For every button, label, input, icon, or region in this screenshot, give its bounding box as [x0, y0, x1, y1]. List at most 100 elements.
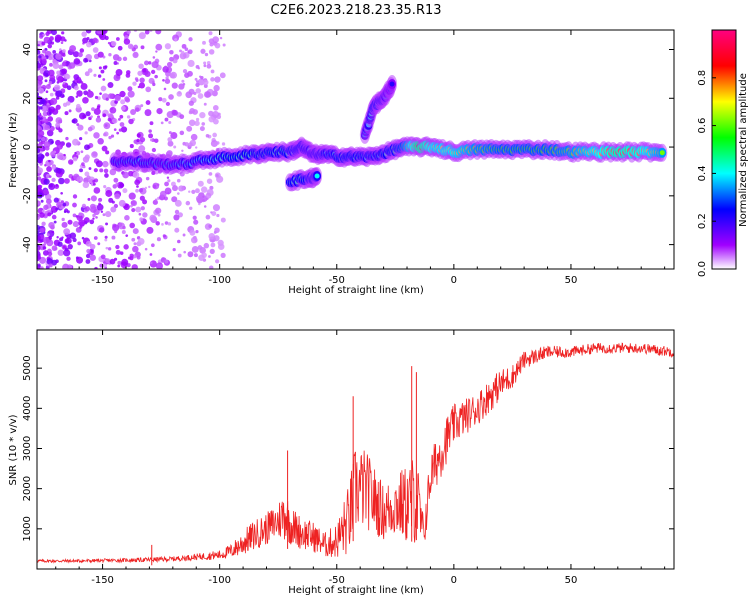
- noise-speckle: [190, 236, 198, 244]
- noise-speckle: [146, 226, 154, 234]
- noise-speckle: [148, 133, 154, 139]
- noise-speckle: [78, 112, 86, 120]
- noise-speckle: [60, 191, 63, 195]
- noise-speckle: [177, 239, 181, 244]
- noise-speckle: [195, 230, 199, 234]
- noise-speckle: [122, 56, 128, 62]
- noise-speckle: [152, 199, 158, 205]
- noise-speckle: [67, 243, 73, 250]
- noise-speckle: [212, 118, 219, 125]
- noise-speckle: [45, 152, 50, 157]
- noise-speckle: [189, 206, 193, 211]
- noise-speckle: [47, 116, 54, 122]
- noise-speckle: [39, 212, 45, 218]
- noise-speckle: [39, 162, 43, 166]
- noise-speckle: [41, 58, 47, 65]
- noise-speckle: [212, 104, 219, 111]
- noise-speckle: [37, 147, 41, 154]
- noise-speckle: [48, 56, 53, 61]
- noise-speckle: [212, 204, 221, 212]
- colorbar-axis: 0.0 0.2 0.4 0.6 0.8: [697, 70, 716, 277]
- noise-speckle: [104, 123, 108, 127]
- noise-speckle: [50, 205, 58, 213]
- noise-speckle: [109, 106, 117, 114]
- noise-speckle: [76, 176, 84, 183]
- noise-speckle: [212, 132, 218, 138]
- noise-speckle: [171, 196, 178, 203]
- noise-speckle: [48, 221, 55, 229]
- heatmap-content: [37, 30, 668, 269]
- noise-speckle: [37, 44, 40, 47]
- noise-speckle: [60, 200, 65, 204]
- noise-speckle: [166, 61, 173, 68]
- noise-speckle: [117, 264, 121, 268]
- noise-speckle: [112, 224, 120, 232]
- noise-speckle: [80, 81, 84, 84]
- noise-speckle: [169, 50, 174, 55]
- noise-speckle: [86, 175, 91, 180]
- colorbar-tick-label: 0.2: [697, 213, 708, 229]
- snr-line-content: [37, 342, 674, 566]
- noise-speckle: [195, 82, 200, 88]
- noise-speckle: [37, 107, 41, 114]
- colorbar-gradient: [711, 29, 737, 270]
- noise-speckle: [55, 96, 60, 100]
- noise-speckle: [155, 43, 163, 51]
- noise-speckle: [72, 118, 78, 124]
- noise-speckle: [64, 178, 70, 184]
- noise-speckle: [120, 105, 126, 111]
- noise-speckle: [151, 69, 156, 74]
- noise-speckle: [84, 206, 91, 212]
- noise-speckle: [89, 219, 95, 225]
- noise-speckle: [127, 90, 135, 98]
- noise-speckle: [113, 60, 118, 65]
- noise-speckle: [173, 145, 177, 149]
- noise-speckle: [41, 105, 49, 113]
- noise-speckle: [216, 141, 220, 145]
- noise-speckle: [187, 70, 193, 77]
- noise-speckle: [98, 227, 105, 233]
- noise-speckle: [138, 145, 146, 153]
- noise-speckle: [86, 90, 94, 98]
- noise-speckle: [85, 30, 92, 34]
- noise-speckle: [164, 78, 171, 84]
- noise-speckle: [100, 69, 105, 74]
- noise-speckle: [154, 74, 158, 79]
- noise-speckle: [185, 91, 193, 99]
- noise-speckle: [60, 41, 64, 45]
- noise-speckle: [188, 190, 191, 193]
- noise-speckle: [37, 176, 42, 181]
- noise-speckle: [161, 257, 165, 261]
- heatmap-y-label: Frequency (Hz): [8, 112, 19, 188]
- noise-speckle: [208, 172, 213, 176]
- snr-x-tick-label: -50: [329, 575, 345, 586]
- noise-speckle: [203, 61, 207, 65]
- noise-speckle: [62, 81, 66, 85]
- noise-speckle: [102, 160, 109, 168]
- noise-speckle: [66, 210, 70, 214]
- heatmap-x-tick-label: -100: [208, 275, 231, 286]
- noise-speckle: [119, 114, 124, 119]
- noise-speckle: [140, 206, 145, 211]
- noise-speckle: [51, 245, 58, 251]
- noise-speckle: [66, 256, 71, 261]
- noise-speckle: [51, 230, 55, 234]
- noise-speckle: [115, 249, 121, 255]
- noise-speckle: [124, 215, 130, 221]
- noise-speckle: [137, 70, 143, 76]
- noise-speckle: [72, 202, 77, 208]
- noise-speckle: [90, 115, 93, 119]
- noise-speckle: [42, 49, 47, 54]
- noise-speckle: [174, 227, 180, 233]
- noise-speckle: [72, 221, 79, 228]
- noise-speckle: [216, 175, 224, 183]
- noise-speckle: [44, 124, 51, 131]
- noise-speckle: [94, 266, 98, 269]
- noise-speckle: [195, 117, 200, 122]
- noise-speckle: [65, 136, 69, 141]
- noise-speckle: [130, 109, 137, 116]
- noise-speckle: [46, 102, 50, 106]
- noise-speckle: [197, 245, 203, 250]
- heatmap-x-tick-label: -150: [91, 275, 114, 286]
